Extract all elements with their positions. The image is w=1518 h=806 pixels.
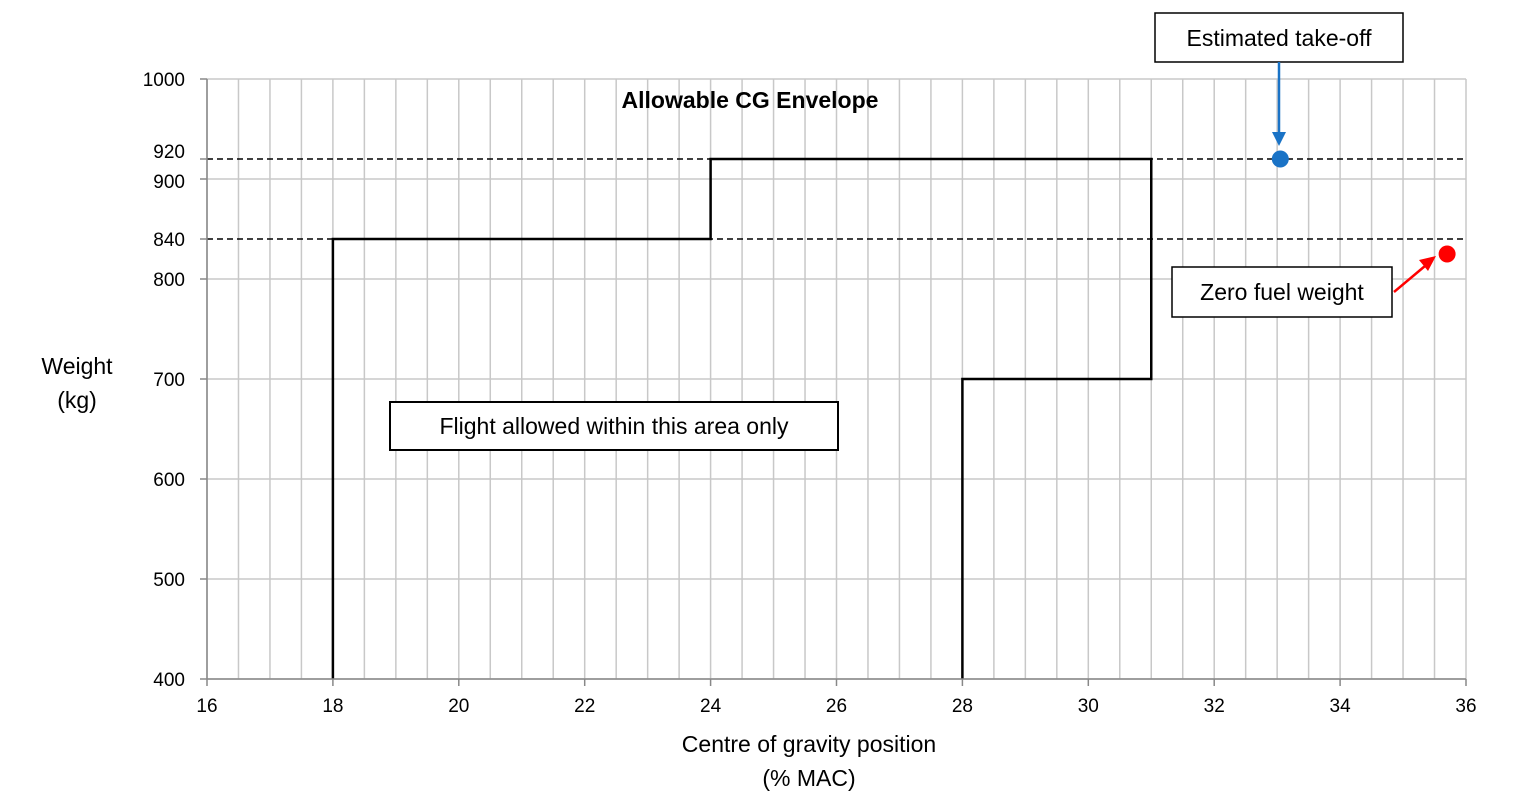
x-tick-label: 30 — [1078, 696, 1099, 717]
estimated-takeoff-arrowhead — [1272, 132, 1286, 146]
tick-labels: 16 18 20 22 24 26 28 30 32 34 36 400 500 600 700 800 840… — [143, 70, 1477, 717]
chart-title: Allowable CG Envelope — [622, 87, 879, 113]
y-tick-label: 400 — [153, 670, 185, 691]
y-axis-title-line1: Weight — [41, 353, 113, 379]
flight-allowed-annotation: Flight allowed within this area only — [389, 401, 839, 451]
axes — [200, 78, 1467, 686]
x-tick-label: 26 — [826, 696, 847, 717]
data-points — [1271, 150, 1456, 263]
y-tick-label: 1000 — [143, 70, 185, 91]
zero-fuel-annotation: Zero fuel weight — [1171, 256, 1436, 318]
zero-fuel-box — [1171, 266, 1393, 318]
estimated-takeoff-text: Estimated take-off — [1187, 25, 1373, 51]
grid — [206, 78, 1467, 680]
x-tick-label: 22 — [574, 696, 595, 717]
envelope-series — [331, 157, 1153, 679]
y-tick-label: 700 — [153, 370, 185, 391]
zero-fuel-arrowhead — [1419, 256, 1436, 271]
x-tick-label: 34 — [1330, 696, 1352, 717]
x-tick-label: 20 — [448, 696, 469, 717]
x-axis-title-line2: (% MAC) — [762, 765, 855, 791]
flight-allowed-box — [389, 401, 839, 451]
estimated-takeoff-point — [1271, 150, 1289, 168]
flight-allowed-text: Flight allowed within this area only — [439, 413, 789, 439]
x-tick-label: 18 — [322, 696, 343, 717]
y-tick-label: 500 — [153, 570, 185, 591]
y-tick-label: 920 — [153, 142, 185, 163]
x-tick-label: 32 — [1204, 696, 1225, 717]
estimated-takeoff-box — [1154, 12, 1404, 63]
x-tick-label: 24 — [700, 696, 722, 717]
y-tick-label: 600 — [153, 470, 185, 491]
envelope-line — [331, 157, 1153, 679]
zero-fuel-weight-point — [1438, 245, 1456, 263]
y-tick-label: 800 — [153, 270, 185, 291]
y-tick-label: 900 — [153, 172, 185, 193]
x-tick-label: 16 — [196, 696, 217, 717]
y-tick-label: 840 — [153, 230, 185, 251]
x-tick-label: 36 — [1455, 696, 1476, 717]
estimated-takeoff-annotation: Estimated take-off — [1154, 12, 1404, 146]
zero-fuel-text: Zero fuel weight — [1200, 279, 1364, 305]
zero-fuel-arrow — [1393, 265, 1426, 293]
x-axis-title-line1: Centre of gravity position — [682, 731, 936, 757]
y-axis-title-line2: (kg) — [57, 387, 97, 413]
x-tick-label: 28 — [952, 696, 973, 717]
